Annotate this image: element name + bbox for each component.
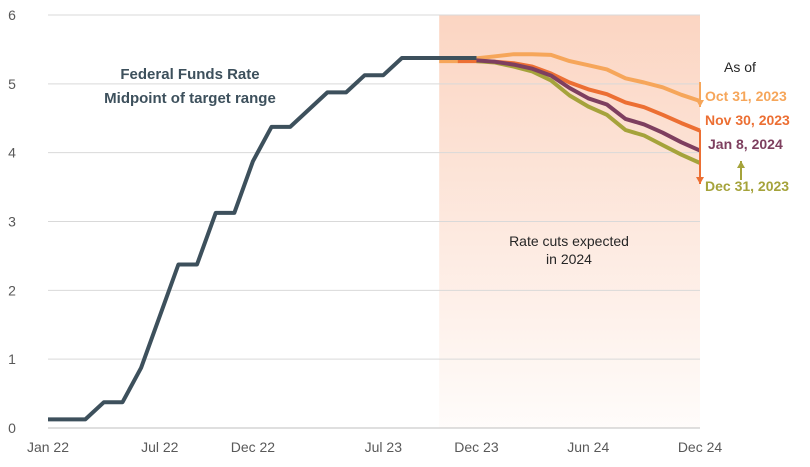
y-tick-label: 3 [8, 214, 16, 230]
fed-funds-label-line-2: Midpoint of target range [104, 90, 276, 107]
x-tick-label: Dec 22 [231, 439, 276, 455]
series-label-dec-31-2023: Dec 31, 2023 [705, 178, 789, 194]
series-label-nov-30-2023: Nov 30, 2023 [705, 112, 790, 128]
x-tick-label: Jul 22 [141, 439, 179, 455]
series-label-jan-8-2024: Jan 8, 2024 [708, 136, 783, 152]
y-tick-label: 4 [8, 145, 16, 161]
y-tick-label: 1 [8, 351, 16, 367]
arrow-dec-to-jan-head [737, 161, 745, 168]
y-tick-label: 6 [8, 7, 16, 23]
x-tick-label: Jan 22 [27, 439, 69, 455]
as-of-label: As of [724, 59, 756, 75]
shaded-region-label-line-2: in 2024 [546, 251, 592, 267]
series-lines [48, 52, 701, 422]
series-line-federal-funds-rate [48, 56, 477, 422]
arrow-nov-to-dec-head [696, 177, 704, 184]
y-tick-label: 0 [8, 420, 16, 436]
change-arrows [696, 82, 745, 184]
y-axis-ticks: 0 1 2 3 4 5 6 [8, 7, 16, 436]
x-tick-label: Dec 24 [678, 439, 723, 455]
x-tick-label: Jun 24 [567, 439, 609, 455]
series-line-oct-31-2023 [439, 52, 701, 103]
x-tick-label: Dec 23 [454, 439, 499, 455]
x-tick-label: Jul 23 [365, 439, 403, 455]
y-tick-label: 5 [8, 76, 16, 92]
shaded-region-label-line-1: Rate cuts expected [509, 233, 629, 249]
series-label-oct-31-2023: Oct 31, 2023 [705, 88, 787, 104]
gridlines [48, 14, 700, 360]
x-axis-ticks: Jan 22 Jul 22 Dec 22 Jul 23 Dec 23 Jun 24 Dec … [27, 439, 722, 455]
arrow-oct-to-nov-head [696, 100, 704, 107]
series-line-jan-8-2024 [476, 58, 701, 153]
fed-funds-label-line-1: Federal Funds Rate [120, 66, 259, 83]
y-tick-label: 2 [8, 282, 16, 298]
